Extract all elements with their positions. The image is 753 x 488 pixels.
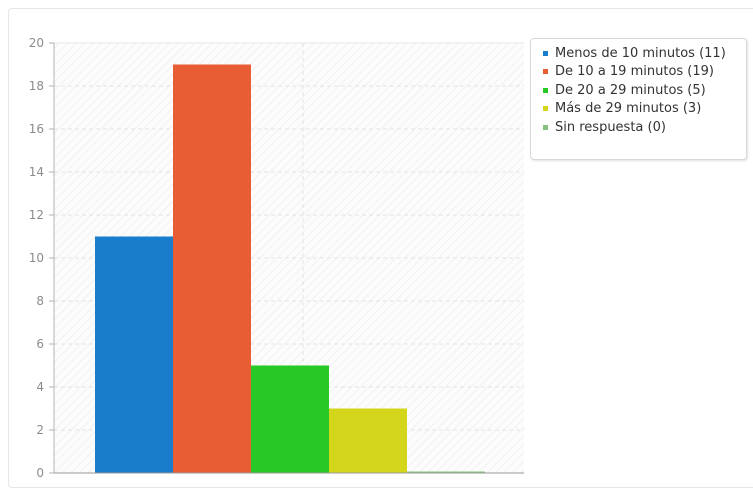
legend-item[interactable]: Sin respuesta (0) [543,118,746,137]
y-tick-label: 16 [29,122,44,136]
y-tick-label: 20 [29,36,44,50]
y-tick-label: 18 [29,79,44,93]
bar[interactable] [329,408,407,474]
bar[interactable] [95,236,173,474]
legend-label: Menos de 10 minutos (11) [555,45,726,61]
legend-label: Sin respuesta (0) [555,119,666,135]
legend-label: De 10 a 19 minutos (19) [555,64,714,80]
legend-label: Más de 29 minutos (3) [555,101,702,117]
y-tick-label: 0 [36,466,44,480]
y-tick-label: 14 [29,165,44,179]
legend-swatch [543,69,548,75]
legend-swatch [543,50,548,56]
axes [49,42,524,474]
y-tick-label: 10 [29,251,44,265]
y-tick-label: 12 [29,208,44,222]
bar[interactable] [251,365,329,474]
legend-swatch [543,106,548,112]
bar[interactable] [173,64,251,474]
y-tick-label: 8 [36,294,44,308]
bars [95,64,485,474]
legend-item[interactable]: Más de 29 minutos (3) [543,100,746,119]
legend-swatch [543,124,548,130]
legend-item[interactable]: De 20 a 29 minutos (5) [543,81,746,100]
y-tick-label: 2 [36,423,44,437]
y-tick-labels: 0 2 4 6 8 10 12 14 16 18 20 [29,36,44,480]
bar[interactable] [407,471,485,474]
legend-swatch [543,87,548,93]
y-tick-label: 6 [36,337,44,351]
legend: Menos de 10 minutos (11) De 10 a 19 minu… [530,38,747,160]
legend-item[interactable]: Menos de 10 minutos (11) [543,44,746,63]
legend-item[interactable]: De 10 a 19 minutos (19) [543,63,746,82]
y-tick-label: 4 [36,380,44,394]
legend-label: De 20 a 29 minutos (5) [555,82,706,98]
